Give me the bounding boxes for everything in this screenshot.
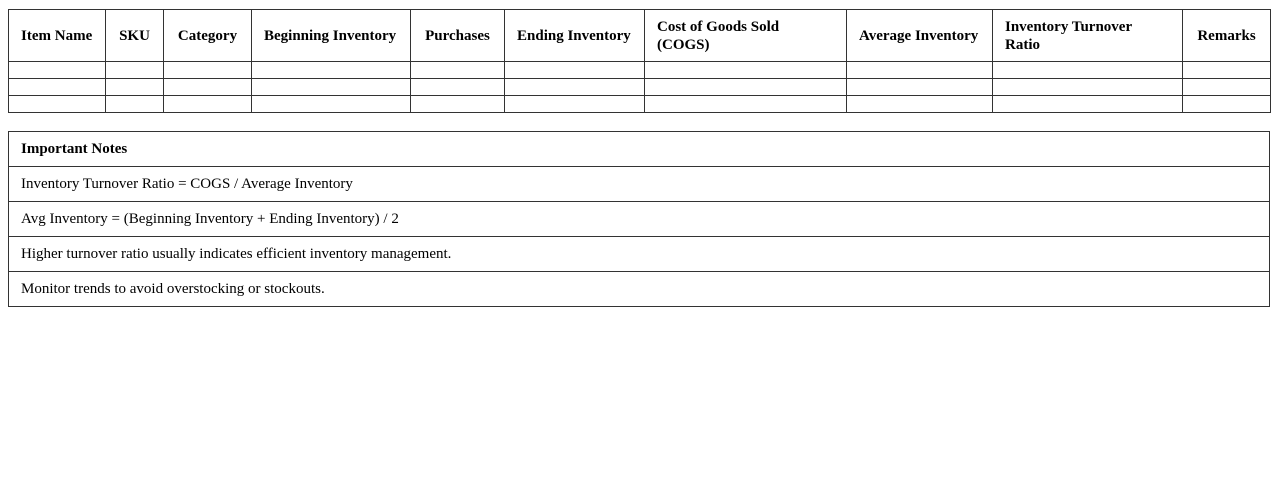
- table-cell[interactable]: [644, 78, 847, 96]
- table-cell[interactable]: [504, 95, 645, 113]
- table-cell[interactable]: [251, 61, 411, 79]
- header-category: Category: [163, 9, 252, 62]
- table-cell[interactable]: [504, 61, 645, 79]
- table-cell[interactable]: [163, 95, 252, 113]
- table-row: [8, 78, 1271, 96]
- table-row: [8, 61, 1271, 79]
- header-average-inventory: Average Inventory: [846, 9, 993, 62]
- header-remarks: Remarks: [1182, 9, 1271, 62]
- note-item: Monitor trends to avoid overstocking or …: [8, 271, 1270, 307]
- table-cell[interactable]: [105, 61, 164, 79]
- header-item-name: Item Name: [8, 9, 106, 62]
- header-beginning-inventory: Beginning Inventory: [251, 9, 411, 62]
- header-purchases: Purchases: [410, 9, 505, 62]
- table-cell[interactable]: [992, 61, 1183, 79]
- header-ending-inventory: Ending Inventory: [504, 9, 645, 62]
- table-cell[interactable]: [105, 78, 164, 96]
- table-row: [8, 95, 1271, 113]
- table-cell[interactable]: [846, 78, 993, 96]
- table-cell[interactable]: [163, 78, 252, 96]
- table-cell[interactable]: [1182, 61, 1271, 79]
- table-cell[interactable]: [8, 78, 106, 96]
- notes-table: Important Notes Inventory Turnover Ratio…: [8, 131, 1270, 307]
- header-turnover-ratio: Inventory Turnover Ratio: [992, 9, 1183, 62]
- table-cell[interactable]: [251, 78, 411, 96]
- page: Item Name SKU Category Beginning Invento…: [8, 9, 1271, 307]
- table-cell[interactable]: [644, 61, 847, 79]
- table-cell[interactable]: [992, 78, 1183, 96]
- table-cell[interactable]: [644, 95, 847, 113]
- inventory-table: Item Name SKU Category Beginning Invento…: [8, 9, 1271, 113]
- table-cell[interactable]: [846, 95, 993, 113]
- table-cell[interactable]: [410, 61, 505, 79]
- header-row: Item Name SKU Category Beginning Invento…: [8, 9, 1271, 62]
- note-item: Avg Inventory = (Beginning Inventory + E…: [8, 201, 1270, 237]
- table-cell[interactable]: [105, 95, 164, 113]
- table-cell[interactable]: [846, 61, 993, 79]
- header-cogs: Cost of Goods Sold (COGS): [644, 9, 847, 62]
- table-cell[interactable]: [1182, 95, 1271, 113]
- table-cell[interactable]: [1182, 78, 1271, 96]
- table-cell[interactable]: [504, 78, 645, 96]
- table-cell[interactable]: [410, 95, 505, 113]
- note-item: Inventory Turnover Ratio = COGS / Averag…: [8, 166, 1270, 202]
- notes-title: Important Notes: [8, 131, 1270, 167]
- table-cell[interactable]: [8, 61, 106, 79]
- table-cell[interactable]: [8, 95, 106, 113]
- table-cell[interactable]: [163, 61, 252, 79]
- table-cell[interactable]: [410, 78, 505, 96]
- header-sku: SKU: [105, 9, 164, 62]
- table-cell[interactable]: [251, 95, 411, 113]
- note-item: Higher turnover ratio usually indicates …: [8, 236, 1270, 272]
- table-cell[interactable]: [992, 95, 1183, 113]
